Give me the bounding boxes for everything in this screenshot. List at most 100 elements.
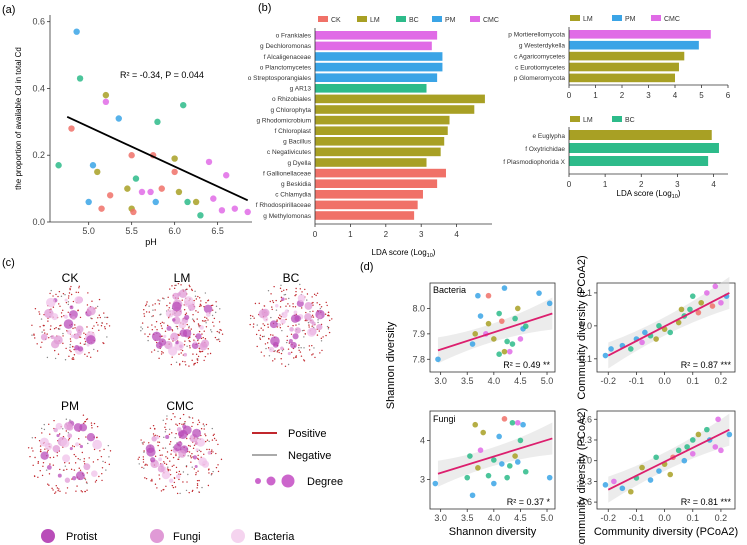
point-a-11 [106, 192, 114, 199]
edge-speck-bc-156 [295, 355, 298, 357]
node-ck-12 [68, 310, 78, 320]
edge-speck-pm-112 [48, 473, 51, 475]
edge-speck-lm-44 [153, 349, 156, 351]
bar-label-b-main-15: c Chlamydia [275, 192, 311, 199]
edge-speck-bc-53 [284, 365, 287, 367]
edge-speck-lm-56 [185, 364, 187, 366]
node-ck-18 [69, 305, 74, 310]
edge-speck-lm-144 [188, 345, 191, 347]
bar-label-b-main-10: g Bacillus [283, 139, 312, 146]
edge-speck-cmc-180 [202, 423, 205, 425]
point-d4-16 [718, 447, 724, 454]
edge-speck-pm-139 [99, 450, 101, 452]
edge-speck-pm-130 [37, 461, 40, 463]
edge-speck-lm-210 [204, 355, 207, 358]
edge-speck-bc-29 [264, 343, 267, 345]
edge-speck-pm-91 [101, 473, 103, 475]
y-tick-label-a-1: 0.2 [32, 150, 45, 160]
point-d4-17 [726, 431, 733, 438]
edge-speck-lm-222 [214, 336, 217, 339]
point-a-17 [138, 188, 146, 196]
edge-speck-pm-62 [52, 489, 54, 491]
node-bc-31 [269, 320, 278, 329]
edge-speck-bc-69 [308, 324, 310, 326]
edge-speck-lm-229 [218, 331, 220, 333]
point-d3-13 [499, 461, 505, 467]
point-d1-7 [512, 315, 518, 322]
edge-speck-cmc-168 [169, 469, 171, 471]
edge-speck-ck-7 [106, 336, 108, 338]
chart-b-lda-protist: LM BC e Euglypha f Oxytrichidae f Plasmodiop… [503, 116, 728, 200]
edge-speck-bc-203 [287, 348, 290, 350]
edge-speck-lm-111 [148, 311, 151, 313]
edge-speck-bc-34 [314, 356, 316, 359]
node-ck-21 [53, 335, 63, 345]
x-tick-label-b-fungi-4: 4 [673, 91, 678, 100]
edge-speck-bc-173 [285, 318, 287, 321]
edge-speck-lm-136 [177, 282, 180, 285]
bar-b-protist-0 [569, 130, 712, 140]
edge-speck-pm-56 [49, 463, 51, 465]
edge-speck-bc-210 [263, 335, 265, 338]
edge-speck-lm-33 [215, 301, 217, 303]
edge-speck-ck-47 [67, 301, 70, 303]
point-a-7 [102, 98, 110, 106]
edge-speck-cmc-178 [145, 463, 147, 465]
edge-speck-lm-45 [183, 344, 186, 346]
x-tick-label-b-fungi-2: 2 [620, 91, 625, 100]
edge-speck-bc-124 [252, 323, 255, 325]
edge-speck-bc-10 [276, 319, 278, 321]
edge-speck-ck-13 [72, 300, 75, 303]
edge-speck-cmc-43 [193, 468, 196, 470]
edge-speck-cmc-114 [206, 439, 209, 441]
edge-speck-ck-105 [62, 342, 64, 345]
x-tick-label-d3-2: 4.0 [488, 513, 501, 523]
edge-speck-bc-148 [292, 303, 294, 305]
edge-speck-bc-97 [290, 333, 293, 335]
point-d3-11 [506, 463, 513, 469]
edge-speck-cmc-227 [197, 454, 199, 457]
y-tick-label-d2-2: 0.1 [579, 288, 592, 298]
edge-speck-lm-207 [167, 324, 169, 327]
point-d1-3 [485, 292, 492, 299]
point-a-0 [73, 28, 80, 35]
edge-speck-lm-212 [197, 323, 200, 325]
edge-speck-cmc-70 [166, 468, 169, 470]
node-lm-9 [172, 318, 176, 322]
edge-speck-cmc-119 [164, 431, 167, 433]
point-d3-12 [514, 459, 521, 465]
edge-speck-lm-252 [198, 305, 201, 308]
bar-b-protist-1 [569, 143, 719, 153]
edge-speck-bc-174 [280, 284, 282, 287]
legend-swatch-b-protist-bc [612, 116, 622, 122]
bar-label-b-main-5: g AR13 [290, 86, 312, 93]
node-lm-27 [175, 340, 179, 345]
point-d4-19 [653, 454, 659, 461]
edge-speck-cmc-86 [170, 418, 173, 421]
node-ck-20 [63, 319, 74, 329]
edge-speck-pm-97 [67, 432, 70, 434]
edge-speck-bc-191 [275, 299, 277, 302]
node-ck-29 [77, 346, 84, 352]
bar-label-b-main-3: o Planctomycetes [260, 64, 312, 71]
x-axis-label-b-protist: LDA score (Log10) [617, 189, 681, 200]
edge-speck-lm-15 [170, 363, 172, 366]
edge-speck-bc-195 [299, 288, 302, 290]
fit-line-d2 [607, 292, 730, 357]
edge-speck-ck-68 [97, 317, 99, 319]
edge-speck-cmc-150 [188, 451, 191, 453]
edge-speck-lm-162 [188, 340, 190, 342]
edge-speck-cmc-79 [164, 447, 167, 449]
edge-speck-bc-206 [279, 314, 281, 316]
plot-frame-d2 [596, 282, 736, 373]
edge-speck-pm-148 [82, 414, 85, 416]
edge-speck-lm-247 [175, 284, 177, 287]
point-d4-15 [712, 444, 719, 450]
point-d1-14 [509, 341, 516, 347]
edge-speck-ck-174 [57, 295, 59, 298]
edge-speck-ck-85 [103, 312, 105, 314]
edge-speck-pm-88 [98, 475, 100, 478]
edge-speck-cmc-220 [165, 456, 167, 458]
node-bc-33 [261, 308, 270, 317]
edge-speck-lm-156 [219, 308, 221, 310]
